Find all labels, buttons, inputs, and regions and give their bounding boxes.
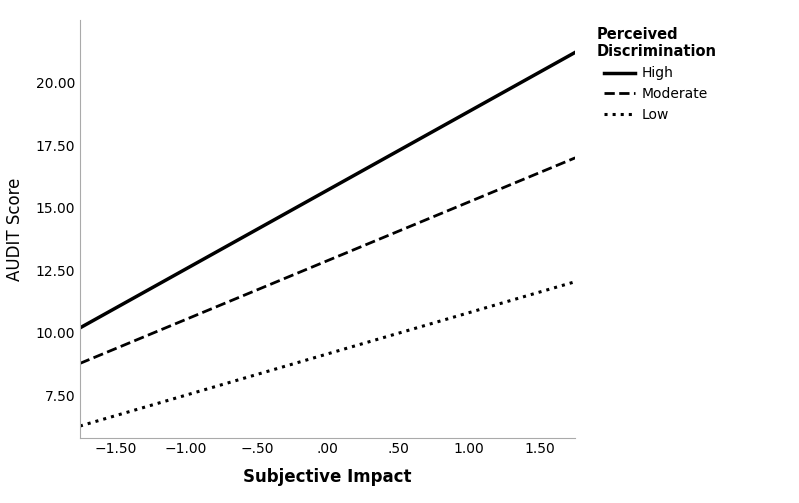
- High: [77, 324, 86, 330]
- Moderate: [493, 187, 503, 193]
- Moderate: [378, 234, 388, 240]
- High: [493, 93, 503, 99]
- High: [370, 161, 380, 167]
- Moderate: [368, 239, 378, 245]
- High: [570, 49, 580, 55]
- Low: [524, 292, 534, 298]
- Low: [75, 423, 85, 429]
- Moderate: [77, 360, 86, 366]
- Moderate: [524, 174, 534, 180]
- High: [75, 325, 85, 331]
- X-axis label: Subjective Impact: Subjective Impact: [244, 468, 411, 485]
- Low: [493, 301, 503, 307]
- Y-axis label: AUDIT Score: AUDIT Score: [6, 177, 25, 281]
- Moderate: [370, 238, 380, 244]
- Low: [77, 423, 86, 429]
- Line: Moderate: Moderate: [80, 158, 575, 364]
- Moderate: [75, 361, 85, 367]
- Line: High: High: [80, 52, 575, 328]
- Low: [570, 279, 580, 285]
- High: [524, 75, 534, 81]
- High: [378, 156, 388, 162]
- High: [368, 162, 378, 168]
- Line: Low: Low: [80, 282, 575, 426]
- Low: [368, 338, 378, 344]
- Legend: High, Moderate, Low: High, Moderate, Low: [592, 23, 721, 126]
- Low: [370, 337, 380, 343]
- Moderate: [570, 155, 580, 161]
- Low: [378, 334, 388, 341]
